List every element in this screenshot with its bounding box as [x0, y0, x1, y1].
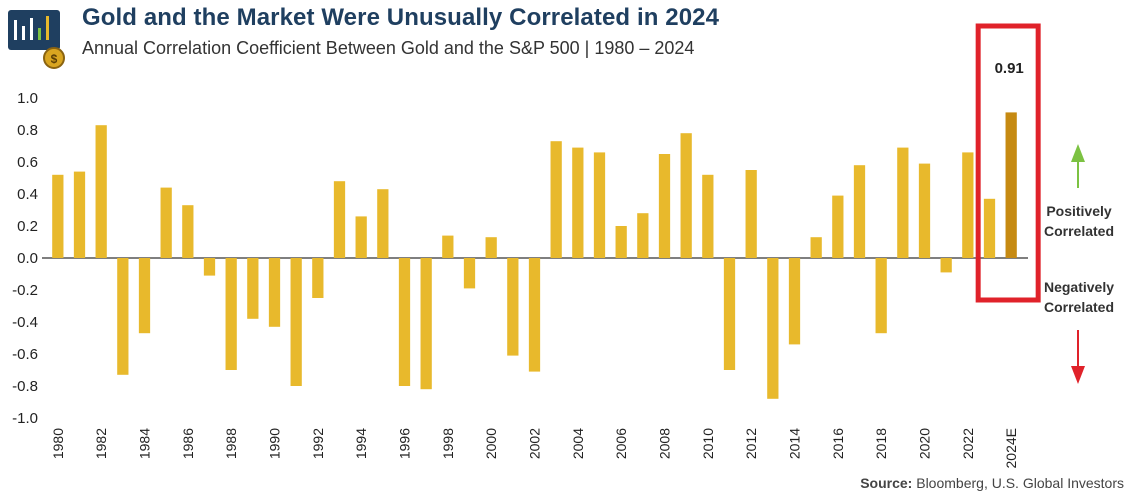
- up-arrow-icon: [1071, 144, 1085, 188]
- correlation-bar-chart: 1.0 0.8 0.6 0.4 0.2 0.0 -0.2 -0.4 -0.6 -0.8 -1.0 1…: [12, 23, 1114, 469]
- source-note: Source: Bloomberg, U.S. Global Investors: [860, 475, 1124, 491]
- bar-1987: [203, 258, 216, 276]
- source-text: Bloomberg, U.S. Global Investors: [916, 475, 1124, 491]
- bar-2012: [745, 170, 757, 258]
- y-tick-label: -0.8: [12, 378, 38, 395]
- down-arrow-icon: [1071, 330, 1085, 384]
- x-tick-label-2018: 2018: [873, 428, 889, 459]
- bar-1999: [463, 258, 476, 289]
- x-tick-label-2024E: 2024E: [1003, 428, 1019, 468]
- bar-1981: [73, 171, 86, 258]
- x-tick-label-1982: 1982: [93, 428, 109, 459]
- bar-2016: [832, 195, 844, 258]
- y-axis-ticks: 1.0 0.8 0.6 0.4 0.2 0.0 -0.2 -0.4 -0.6 -0.8 -1.0: [12, 90, 38, 427]
- x-tick-label-2022: 2022: [960, 428, 976, 459]
- bar-2021: [940, 258, 952, 273]
- bar-2023: [983, 198, 996, 258]
- bar-1986: [182, 205, 194, 258]
- negative-annotation-line-1: Negatively: [1044, 279, 1114, 295]
- positive-annotation-line-2: Correlated: [1044, 223, 1114, 239]
- x-tick-label-2020: 2020: [917, 428, 933, 459]
- y-tick-label: 0.6: [17, 154, 38, 171]
- y-tick-label: 0.0: [17, 250, 38, 267]
- x-tick-label-1984: 1984: [137, 428, 153, 459]
- bar-2017: [853, 165, 866, 258]
- bar-2011: [723, 258, 736, 370]
- gold-chart-logo-icon: $: [8, 10, 65, 69]
- bar-1982: [95, 125, 107, 258]
- bar-2003: [550, 141, 562, 258]
- x-tick-label-2000: 2000: [483, 428, 499, 459]
- x-tick-label-1994: 1994: [353, 428, 369, 459]
- x-tick-label-2008: 2008: [657, 428, 673, 459]
- bar-2004: [572, 147, 584, 258]
- x-tick-label-2010: 2010: [700, 428, 716, 459]
- bar-1992: [312, 258, 324, 298]
- bar-1995: [377, 189, 389, 258]
- x-tick-label-2016: 2016: [830, 428, 846, 459]
- bar-1997: [420, 258, 432, 390]
- y-tick-label: 0.2: [17, 218, 38, 235]
- bar-2022: [962, 152, 974, 258]
- y-tick-label: -0.2: [12, 282, 38, 299]
- x-tick-label-1992: 1992: [310, 428, 326, 459]
- bar-2014: [788, 258, 801, 345]
- bar-1985: [160, 187, 172, 258]
- chart-title: Gold and the Market Were Unusually Corre…: [82, 4, 720, 31]
- bar-2002: [528, 258, 541, 372]
- bar-2008: [658, 154, 671, 258]
- bar-1980: [52, 174, 64, 258]
- bar-2009: [680, 133, 692, 258]
- bar-2019: [897, 147, 909, 258]
- y-tick-label: -0.4: [12, 314, 38, 331]
- x-tick-label-2014: 2014: [787, 428, 803, 459]
- positive-annotation-line-1: Positively: [1046, 203, 1112, 219]
- y-tick-label: 1.0: [17, 90, 38, 107]
- highlight-data-label: 0.91: [995, 60, 1024, 77]
- bar-2010: [702, 174, 714, 258]
- bar-1996: [398, 258, 411, 386]
- negative-annotation-line-2: Correlated: [1044, 299, 1114, 315]
- bar-1990: [268, 258, 281, 327]
- bar-1988: [225, 258, 237, 370]
- x-axis-ticks: 1980 1982 1984 1986 1988 1990 1992 1994 1996 1998…: [50, 428, 1019, 469]
- x-tick-label-2004: 2004: [570, 428, 586, 459]
- bar-1983: [117, 258, 129, 375]
- x-tick-label-1988: 1988: [223, 428, 239, 459]
- bar-1998: [442, 235, 454, 258]
- x-tick-label-1998: 1998: [440, 428, 456, 459]
- x-tick-label-1986: 1986: [180, 428, 196, 459]
- bar-1984: [138, 258, 151, 334]
- x-tick-label-2012: 2012: [743, 428, 759, 459]
- bar-1991: [290, 258, 302, 386]
- bar-2020: [918, 163, 931, 258]
- bar-2024E: [1005, 112, 1017, 259]
- y-tick-label: -1.0: [12, 410, 38, 427]
- x-tick-label-2002: 2002: [527, 428, 543, 459]
- x-tick-label-2006: 2006: [613, 428, 629, 459]
- bar-2015: [810, 237, 822, 258]
- svg-text:$: $: [51, 52, 58, 66]
- bar-1993: [333, 181, 346, 258]
- bar-1989: [247, 258, 259, 319]
- bar-series: [52, 112, 1017, 399]
- bar-2018: [875, 258, 887, 334]
- source-label: Source:: [860, 475, 913, 491]
- bar-2000: [485, 237, 497, 258]
- y-tick-label: -0.6: [12, 346, 38, 363]
- bar-2013: [767, 258, 779, 399]
- highlight-box: [975, 23, 1041, 303]
- bar-2007: [637, 213, 649, 258]
- bar-1994: [355, 216, 367, 258]
- y-tick-label: 0.8: [17, 122, 38, 139]
- x-tick-label-1990: 1990: [267, 428, 283, 459]
- bar-2005: [593, 152, 606, 258]
- bar-2006: [615, 226, 627, 258]
- chart-subtitle: Annual Correlation Coefficient Between G…: [82, 38, 695, 58]
- x-tick-label-1980: 1980: [50, 428, 66, 459]
- bar-2001: [507, 258, 519, 356]
- x-tick-label-1996: 1996: [397, 428, 413, 459]
- y-tick-label: 0.4: [17, 186, 38, 203]
